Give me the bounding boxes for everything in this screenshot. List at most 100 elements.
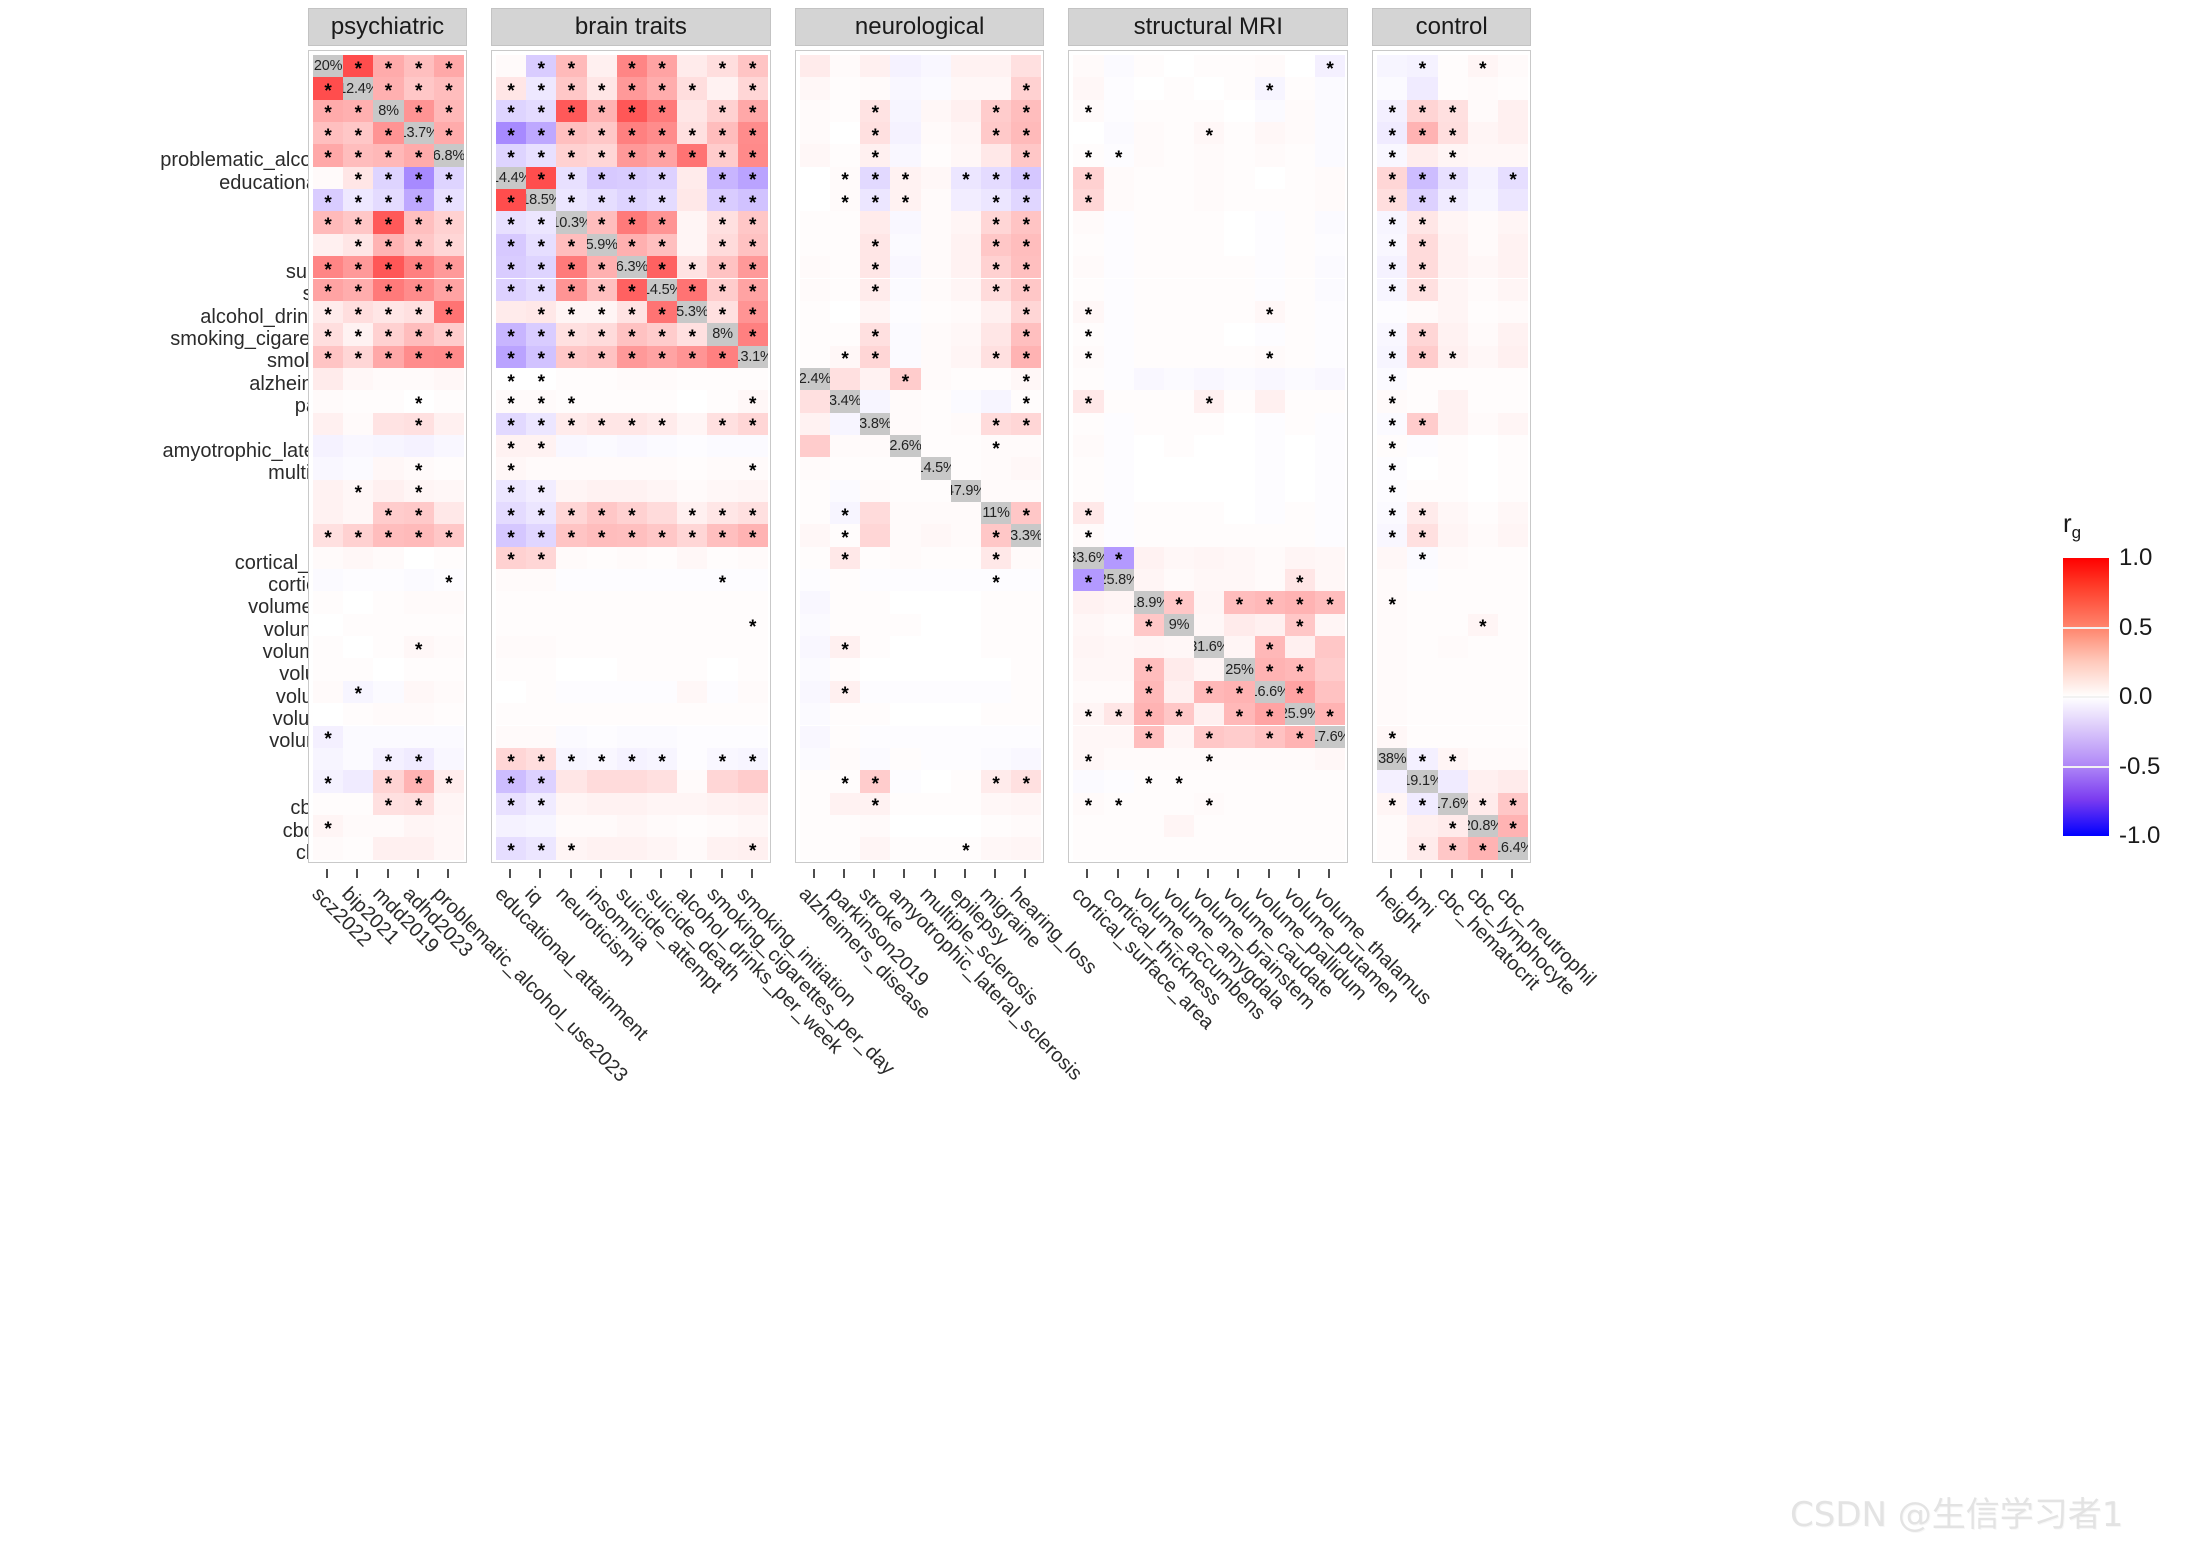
heatmap-cell [707,837,738,860]
heatmap-cell: * [343,166,374,190]
heatmap-cell [313,390,344,413]
heatmap-cell [373,703,404,726]
heatmap-cell [829,591,861,614]
significance-star: * [1022,326,1030,346]
heritability-label: 6.3% [616,259,647,276]
significance-star: * [992,170,1000,190]
heatmap-cell [1377,55,1408,78]
significance-star: * [507,505,515,525]
panel-title: control [1372,8,1532,46]
x-tick [1177,868,1180,878]
heatmap-cell [1254,479,1285,502]
heatmap-cell: * [1011,502,1042,525]
heatmap-cell [1284,256,1315,279]
heatmap-cell: * [313,323,344,346]
heatmap-cell: * [586,323,617,346]
x-tick [1420,868,1423,878]
heatmap-cell: * [707,256,738,279]
heatmap-cell: * [677,323,708,346]
significance-star: * [1296,662,1304,681]
heatmap-cell [799,457,830,480]
x-tick [933,868,936,878]
significance-star: * [445,528,453,547]
heatmap-cell [616,770,647,793]
heatmap-cell [526,680,557,704]
heatmap-cell [1133,367,1164,391]
significance-star: * [567,192,576,212]
heatmap-cell [829,256,861,279]
significance-star: * [841,170,849,190]
heatmap-cell [1254,390,1285,413]
heatmap-cell: * [1284,591,1315,614]
significance-star: * [507,438,515,458]
heatmap-cell [860,479,891,502]
heatmap-cell [920,546,951,570]
heatmap-cell [1437,770,1468,793]
heatmap-cell [1314,211,1346,234]
heatmap-cell [403,613,434,637]
significance-star: * [414,796,423,815]
heatmap-cell: * [1284,613,1315,637]
heatmap-cell [343,502,374,525]
heatmap-cell [920,189,951,212]
heatmap-cell: * [373,323,404,346]
heatmap-cell: * [403,770,434,793]
heatmap-cell: * [556,412,587,435]
heatmap-cell [860,367,891,391]
heatmap-cell [1011,591,1042,614]
heatmap-cell [647,457,678,480]
heatmap-cell: * [1133,770,1164,793]
heatmap-cell: * [616,412,647,435]
heritability-label: 11% [982,505,1010,522]
heatmap-cell [980,747,1012,771]
heatmap-cell: * [526,502,557,525]
heatmap-cell [616,367,647,391]
heatmap-cell [860,636,891,659]
heritability-label: 14.5% [647,281,677,298]
significance-star: * [718,103,727,123]
heatmap-cell: * [496,278,527,301]
heatmap-cell [586,367,617,391]
heatmap-cell: * [1377,256,1408,279]
heatmap-cell [1467,770,1498,793]
significance-star: * [537,103,545,123]
heatmap-cell [1194,77,1225,100]
significance-star: * [1418,237,1427,257]
heatmap-diagonal-cell: 5.3% [677,300,708,324]
significance-star: * [537,505,545,525]
heatmap-cell: * [556,502,587,525]
heatmap-cell: * [403,233,434,257]
legend-tick-label: -1.0 [2119,822,2161,849]
significance-star: * [1265,81,1274,100]
significance-star: * [597,148,606,167]
heatmap-cell: * [616,233,647,257]
heatmap-cell [1163,323,1195,346]
heatmap-cell: * [526,434,557,458]
heatmap-cell [1407,613,1438,637]
heatmap-cell [950,323,981,346]
heatmap-cell [1497,457,1529,480]
heatmap-cell [1407,591,1438,614]
heatmap-cell [1194,144,1225,167]
heatmap-cell: * [1011,367,1042,391]
heatmap-cell [1284,524,1315,547]
heatmap-cell: * [1377,792,1408,815]
significance-star: * [748,58,757,78]
heatmap-cell: * [890,189,921,212]
heatmap-cell [647,390,678,413]
significance-star: * [841,349,849,368]
heatmap-cell: * [526,770,557,793]
heatmap-cell: * [737,300,768,324]
significance-star: * [354,259,362,279]
heatmap-cell [1254,211,1285,234]
significance-star: * [1388,460,1396,480]
heatmap-cell [1284,479,1315,502]
heatmap-cell: * [1194,122,1225,145]
heatmap-cell [1407,680,1438,704]
heatmap-cell [1103,77,1134,100]
significance-star: * [597,751,606,771]
heatmap-diagonal-cell: 33.6% [1073,546,1104,570]
heritability-label: 25.8% [1104,572,1134,589]
heatmap-cell [737,591,768,614]
significance-star: * [718,148,727,167]
